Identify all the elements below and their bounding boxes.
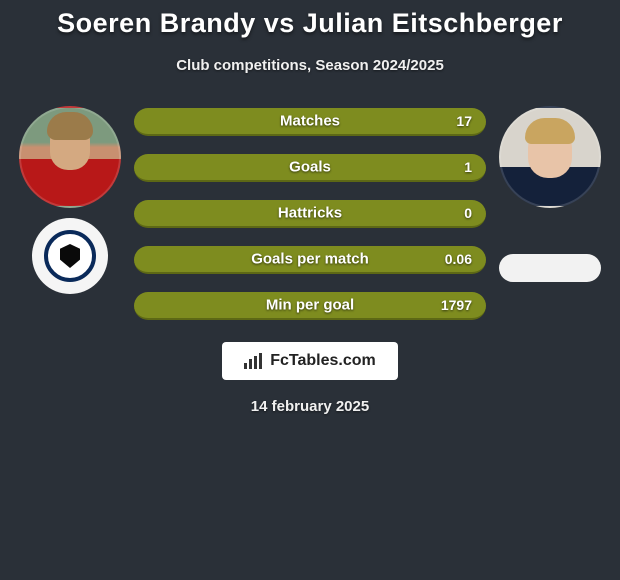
stat-label: Matches — [280, 113, 340, 130]
stat-value-right: 17 — [456, 113, 472, 129]
subtitle: Club competitions, Season 2024/2025 — [0, 57, 620, 74]
stat-bars: Matches 17 Goals 1 Hattricks 0 Goals per… — [130, 108, 490, 320]
stat-bar-min-per-goal: Min per goal 1797 — [134, 292, 486, 320]
player-left-club-badge — [32, 218, 108, 294]
stat-bar-goals: Goals 1 — [134, 154, 486, 182]
comparison-card: Soeren Brandy vs Julian Eitschberger Clu… — [0, 0, 620, 415]
player-right-club-badge — [499, 254, 601, 282]
club-badge-ring — [44, 230, 96, 282]
content-row: Matches 17 Goals 1 Hattricks 0 Goals per… — [0, 106, 620, 320]
stat-value-right: 0 — [464, 205, 472, 221]
right-column — [490, 106, 610, 282]
club-badge-shield-icon — [60, 244, 80, 268]
player-left-avatar — [19, 106, 121, 208]
stat-value-right: 0.06 — [445, 251, 472, 267]
date-label: 14 february 2025 — [251, 398, 369, 415]
brand-text: FcTables.com — [270, 352, 376, 370]
stat-label: Goals — [289, 159, 331, 176]
stat-bar-goals-per-match: Goals per match 0.06 — [134, 246, 486, 274]
stat-value-right: 1 — [464, 159, 472, 175]
stat-bar-hattricks: Hattricks 0 — [134, 200, 486, 228]
footer: FcTables.com 14 february 2025 — [0, 342, 620, 415]
brand-badge[interactable]: FcTables.com — [222, 342, 398, 380]
stat-label: Hattricks — [278, 205, 342, 222]
stat-bar-matches: Matches 17 — [134, 108, 486, 136]
stat-label: Goals per match — [251, 251, 369, 268]
player-right-avatar — [499, 106, 601, 208]
left-column — [10, 106, 130, 294]
brand-bars-icon — [244, 353, 264, 369]
stat-label: Min per goal — [266, 297, 354, 314]
page-title: Soeren Brandy vs Julian Eitschberger — [0, 8, 620, 39]
stat-value-right: 1797 — [441, 297, 472, 313]
